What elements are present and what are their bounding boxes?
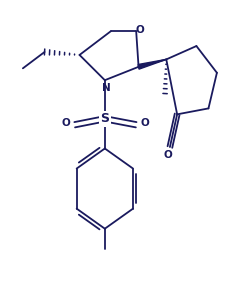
Text: N: N [102, 83, 110, 93]
Text: O: O [163, 150, 172, 160]
Text: O: O [62, 118, 71, 128]
Text: O: O [140, 118, 149, 128]
Polygon shape [138, 59, 166, 69]
Text: O: O [135, 25, 144, 35]
Text: S: S [100, 112, 109, 125]
